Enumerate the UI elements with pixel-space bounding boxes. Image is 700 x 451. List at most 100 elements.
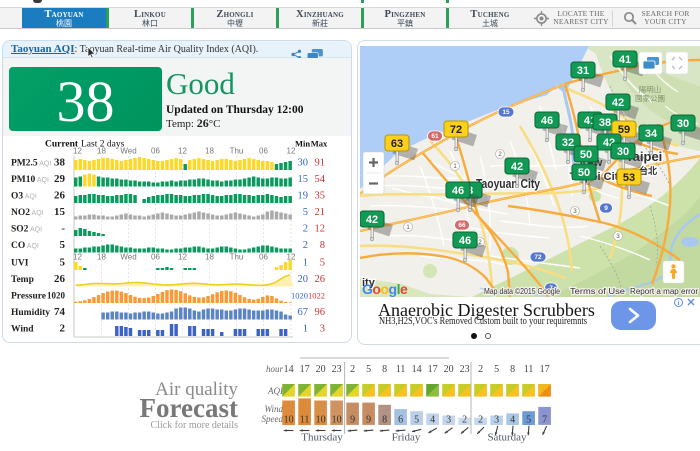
- svg-text:Speed: Speed: [262, 414, 284, 424]
- svg-text:11: 11: [300, 415, 310, 426]
- svg-text:Terms of Use: Terms of Use: [570, 286, 625, 296]
- svg-text:5: 5: [303, 207, 308, 218]
- svg-text:Wed: Wed: [120, 253, 136, 262]
- svg-text:Thursday: Thursday: [301, 432, 343, 444]
- svg-text:72: 72: [534, 254, 542, 261]
- svg-text:5: 5: [414, 415, 419, 426]
- svg-text:18: 18: [205, 253, 214, 262]
- svg-text:11: 11: [524, 364, 534, 375]
- svg-text:8: 8: [510, 364, 515, 375]
- svg-text:Friday: Friday: [392, 432, 421, 444]
- svg-text:NO2 AQI: NO2 AQI: [11, 208, 44, 218]
- svg-text:10: 10: [332, 415, 342, 426]
- svg-text:4: 4: [430, 415, 435, 426]
- svg-text:12: 12: [287, 253, 296, 262]
- svg-text:3: 3: [494, 415, 499, 426]
- svg-text:66: 66: [458, 222, 466, 229]
- svg-text:18: 18: [205, 147, 214, 156]
- svg-text:PM2.5 AQI: PM2.5 AQI: [11, 159, 51, 169]
- svg-text:1020: 1020: [47, 291, 66, 301]
- svg-text:10: 10: [284, 415, 294, 426]
- svg-text:12: 12: [73, 253, 82, 262]
- svg-text:34: 34: [645, 128, 658, 140]
- svg-text:UVI: UVI: [11, 259, 29, 269]
- svg-text:11: 11: [396, 364, 406, 375]
- svg-text:Saturday: Saturday: [487, 432, 527, 444]
- svg-text:35: 35: [315, 191, 326, 202]
- svg-text:20: 20: [316, 364, 326, 375]
- svg-text:1022: 1022: [308, 291, 325, 301]
- svg-text:14: 14: [284, 364, 294, 375]
- svg-text:Thu: Thu: [230, 253, 244, 262]
- svg-text:21: 21: [315, 207, 326, 218]
- svg-text:國家公園: 國家公園: [635, 93, 665, 103]
- svg-text:5: 5: [366, 364, 371, 375]
- svg-text:18: 18: [97, 253, 106, 262]
- svg-text:06: 06: [259, 147, 268, 156]
- svg-text:26: 26: [54, 190, 66, 202]
- svg-text:14: 14: [412, 364, 422, 375]
- svg-text:hour: hour: [266, 364, 284, 374]
- svg-text:Report a map error: Report a map error: [630, 286, 698, 296]
- svg-text:72: 72: [450, 124, 462, 136]
- svg-text:20: 20: [444, 364, 454, 375]
- svg-text:38: 38: [54, 157, 66, 169]
- svg-text:30: 30: [677, 118, 689, 130]
- svg-text:4: 4: [510, 415, 515, 426]
- svg-text:1: 1: [453, 164, 457, 170]
- svg-text:2: 2: [350, 364, 355, 375]
- svg-text:74: 74: [54, 306, 66, 318]
- svg-text:67: 67: [298, 307, 309, 318]
- svg-text:18: 18: [97, 147, 106, 156]
- svg-text:陽明山: 陽明山: [639, 84, 662, 94]
- svg-text:61: 61: [431, 133, 439, 140]
- svg-text:17: 17: [540, 364, 550, 375]
- svg-text:26: 26: [54, 273, 66, 285]
- svg-text:1: 1: [406, 225, 410, 231]
- svg-text:50: 50: [578, 167, 590, 179]
- svg-text:2: 2: [462, 415, 467, 426]
- svg-text:台北: 台北: [639, 165, 657, 176]
- svg-text:1: 1: [303, 258, 308, 269]
- svg-text:06: 06: [259, 253, 268, 262]
- svg-text:O3 AQI: O3 AQI: [11, 192, 37, 202]
- svg-text:Wind: Wind: [11, 325, 34, 335]
- svg-text:12: 12: [287, 147, 296, 156]
- svg-text:Pressure: Pressure: [11, 292, 46, 302]
- svg-text:2: 2: [303, 224, 308, 235]
- svg-text:15: 15: [54, 206, 66, 218]
- svg-text:42: 42: [511, 161, 523, 173]
- svg-text:7: 7: [542, 415, 547, 426]
- svg-text:23: 23: [460, 364, 470, 375]
- svg-text:Wind: Wind: [264, 404, 283, 414]
- svg-text:5: 5: [320, 258, 325, 269]
- svg-text:Current: Current: [45, 140, 79, 150]
- svg-text:46: 46: [459, 235, 471, 247]
- svg-text:2: 2: [60, 323, 66, 335]
- svg-text:50: 50: [580, 149, 592, 161]
- svg-text:9: 9: [350, 415, 355, 426]
- svg-text:AQI: AQI: [267, 386, 284, 396]
- svg-text:2: 2: [478, 415, 483, 426]
- svg-text:12: 12: [315, 224, 326, 235]
- svg-text:59: 59: [618, 124, 630, 136]
- svg-text:9: 9: [604, 205, 608, 212]
- svg-text:Temp: Temp: [11, 275, 34, 285]
- svg-text:5: 5: [60, 239, 66, 251]
- svg-text:17: 17: [300, 364, 310, 375]
- svg-text:8: 8: [382, 415, 387, 426]
- svg-text:9: 9: [366, 415, 371, 426]
- svg-text:Min: Min: [295, 139, 310, 149]
- svg-text:Humidity: Humidity: [11, 308, 50, 318]
- svg-text:2: 2: [478, 240, 482, 246]
- svg-text:15: 15: [298, 174, 309, 185]
- svg-text:42: 42: [612, 97, 624, 109]
- svg-text:2: 2: [498, 152, 502, 158]
- svg-text:8: 8: [382, 364, 387, 375]
- svg-text:Last 2 days: Last 2 days: [81, 140, 125, 150]
- svg-text:Click for more details: Click for more details: [151, 420, 239, 431]
- svg-text:91: 91: [315, 158, 326, 169]
- svg-text:Air quality: Air quality: [155, 379, 238, 400]
- svg-text:31: 31: [577, 65, 589, 77]
- svg-text:23: 23: [332, 364, 342, 375]
